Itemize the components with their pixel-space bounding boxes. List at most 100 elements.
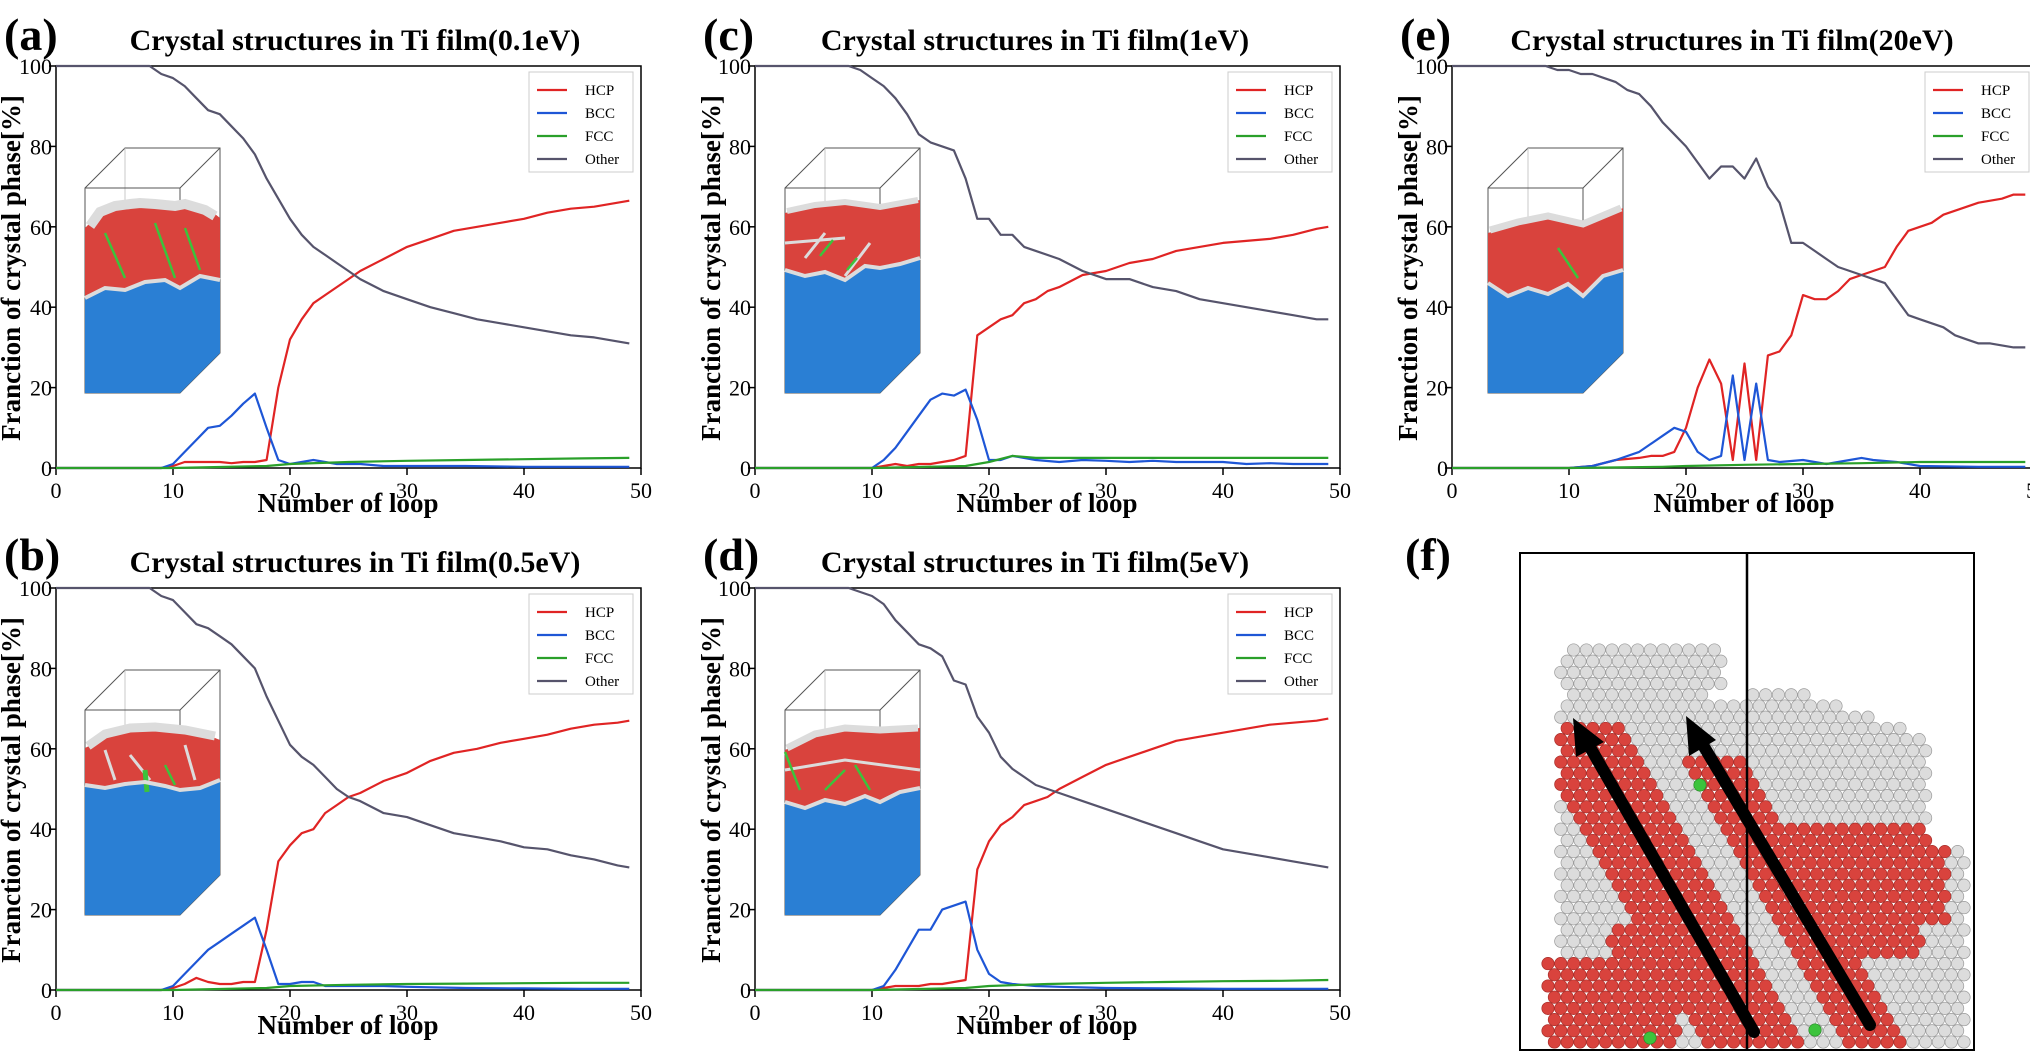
atom-hcp bbox=[1631, 1001, 1645, 1015]
atom-hcp bbox=[1714, 901, 1728, 915]
atom-hcp bbox=[1663, 1013, 1677, 1027]
atom-other bbox=[1784, 733, 1798, 747]
atom-hcp bbox=[1842, 833, 1856, 847]
atom-other bbox=[1733, 912, 1747, 926]
atom-other bbox=[1944, 1035, 1958, 1049]
atom-other bbox=[1669, 800, 1683, 814]
panel-f: (f) bbox=[1405, 529, 1975, 1051]
atom-other bbox=[1848, 755, 1862, 769]
legend-label-hcp: HCP bbox=[585, 605, 614, 621]
atom-hcp bbox=[1797, 845, 1811, 859]
atom-other bbox=[1778, 699, 1792, 713]
atom-hcp bbox=[1637, 811, 1651, 825]
x-axis-label: Number of loop bbox=[956, 1010, 1137, 1040]
atom-hcp bbox=[1707, 1024, 1721, 1038]
atom-hcp bbox=[1752, 1035, 1766, 1049]
atom-other bbox=[1752, 945, 1766, 959]
panel-letter: (e) bbox=[1400, 9, 1451, 60]
atom-hcp bbox=[1765, 990, 1779, 1004]
atom-other bbox=[1951, 1001, 1965, 1015]
atom-hcp bbox=[1899, 845, 1913, 859]
atom-hcp bbox=[1919, 833, 1933, 847]
atom-other bbox=[1618, 688, 1632, 702]
atom-hcp bbox=[1605, 957, 1619, 971]
atom-hcp bbox=[1906, 856, 1920, 870]
atom-other bbox=[1778, 811, 1792, 825]
atom-hcp bbox=[1547, 990, 1561, 1004]
atom-hcp bbox=[1560, 1013, 1574, 1027]
atom-hcp bbox=[1695, 1024, 1709, 1038]
atom-hcp bbox=[1893, 856, 1907, 870]
atom-hcp bbox=[1701, 789, 1715, 803]
x-ticks: 0 10 20 30 40 50 bbox=[750, 990, 1351, 1025]
atom-other bbox=[1925, 1001, 1939, 1015]
atom-other bbox=[1848, 733, 1862, 747]
x-tick-label: 50 bbox=[630, 1000, 652, 1025]
atom-other bbox=[1605, 912, 1619, 926]
atom-other bbox=[1707, 822, 1721, 836]
legend: HCP BCC FCC Other bbox=[528, 71, 634, 173]
atom-other bbox=[1675, 699, 1689, 713]
atom-other bbox=[1912, 755, 1926, 769]
legend-label-hcp: HCP bbox=[1284, 605, 1313, 621]
legend: HCP BCC FCC Other bbox=[1227, 593, 1333, 695]
atom-other bbox=[1861, 800, 1875, 814]
atom-other bbox=[1771, 688, 1785, 702]
atom-other bbox=[1611, 677, 1625, 691]
atom-other bbox=[1791, 968, 1805, 982]
atom-other bbox=[1746, 733, 1760, 747]
atom-hcp bbox=[1829, 901, 1843, 915]
atom-other bbox=[1643, 665, 1657, 679]
atom-hcp bbox=[1592, 845, 1606, 859]
atom-other bbox=[1573, 901, 1587, 915]
atom-hcp bbox=[1925, 845, 1939, 859]
atom-hcp bbox=[1669, 934, 1683, 948]
atom-hcp bbox=[1727, 1013, 1741, 1027]
series-line-other bbox=[56, 64, 630, 345]
series-line-bcc bbox=[1452, 374, 2026, 470]
legend-box bbox=[528, 71, 634, 173]
atom-other bbox=[1611, 654, 1625, 668]
atom-hcp bbox=[1631, 979, 1645, 993]
atom-other bbox=[1592, 665, 1606, 679]
atom-hcp bbox=[1547, 968, 1561, 982]
atom-hcp bbox=[1611, 721, 1625, 735]
atom-hcp bbox=[1899, 889, 1913, 903]
x-ticks: 0 10 20 30 40 50 bbox=[51, 990, 652, 1025]
atom-other bbox=[1554, 934, 1568, 948]
atom-hcp bbox=[1803, 945, 1817, 959]
atom-other bbox=[1688, 833, 1702, 847]
atom-hcp bbox=[1714, 811, 1728, 825]
chart-title: Crystal structures in Ti film(1eV) bbox=[821, 24, 1249, 57]
atom-hcp bbox=[1867, 990, 1881, 1004]
legend-label-other: Other bbox=[1981, 152, 2015, 168]
atom-hcp bbox=[1586, 1035, 1600, 1049]
atom-hcp bbox=[1861, 845, 1875, 859]
atom-other bbox=[1874, 755, 1888, 769]
arrow-left bbox=[1573, 718, 1760, 1038]
atom-other bbox=[1599, 677, 1613, 691]
atom-other bbox=[1560, 878, 1574, 892]
atom-hcp bbox=[1784, 912, 1798, 926]
atom-hcp bbox=[1887, 845, 1901, 859]
atom-hcp bbox=[1650, 990, 1664, 1004]
atom-hcp bbox=[1938, 889, 1952, 903]
atom-hcp bbox=[1733, 957, 1747, 971]
atom-other bbox=[1759, 710, 1773, 724]
atom-hcp bbox=[1631, 957, 1645, 971]
atom-hcp bbox=[1599, 856, 1613, 870]
atom-other bbox=[1707, 665, 1721, 679]
atom-hcp bbox=[1861, 889, 1875, 903]
atom-other bbox=[1579, 867, 1593, 881]
atom-hcp bbox=[1611, 923, 1625, 937]
atom-hcp bbox=[1912, 934, 1926, 948]
atom-hcp bbox=[1573, 968, 1587, 982]
atom-hcp bbox=[1707, 800, 1721, 814]
atom-hcp bbox=[1643, 800, 1657, 814]
atom-other bbox=[1688, 811, 1702, 825]
atom-hcp bbox=[1592, 1024, 1606, 1038]
atom-hcp bbox=[1867, 1035, 1881, 1049]
x-tick-label: 30 bbox=[1095, 478, 1117, 503]
atom-other bbox=[1829, 789, 1843, 803]
x-ticks: 0 10 20 30 40 50 bbox=[1447, 468, 2030, 503]
